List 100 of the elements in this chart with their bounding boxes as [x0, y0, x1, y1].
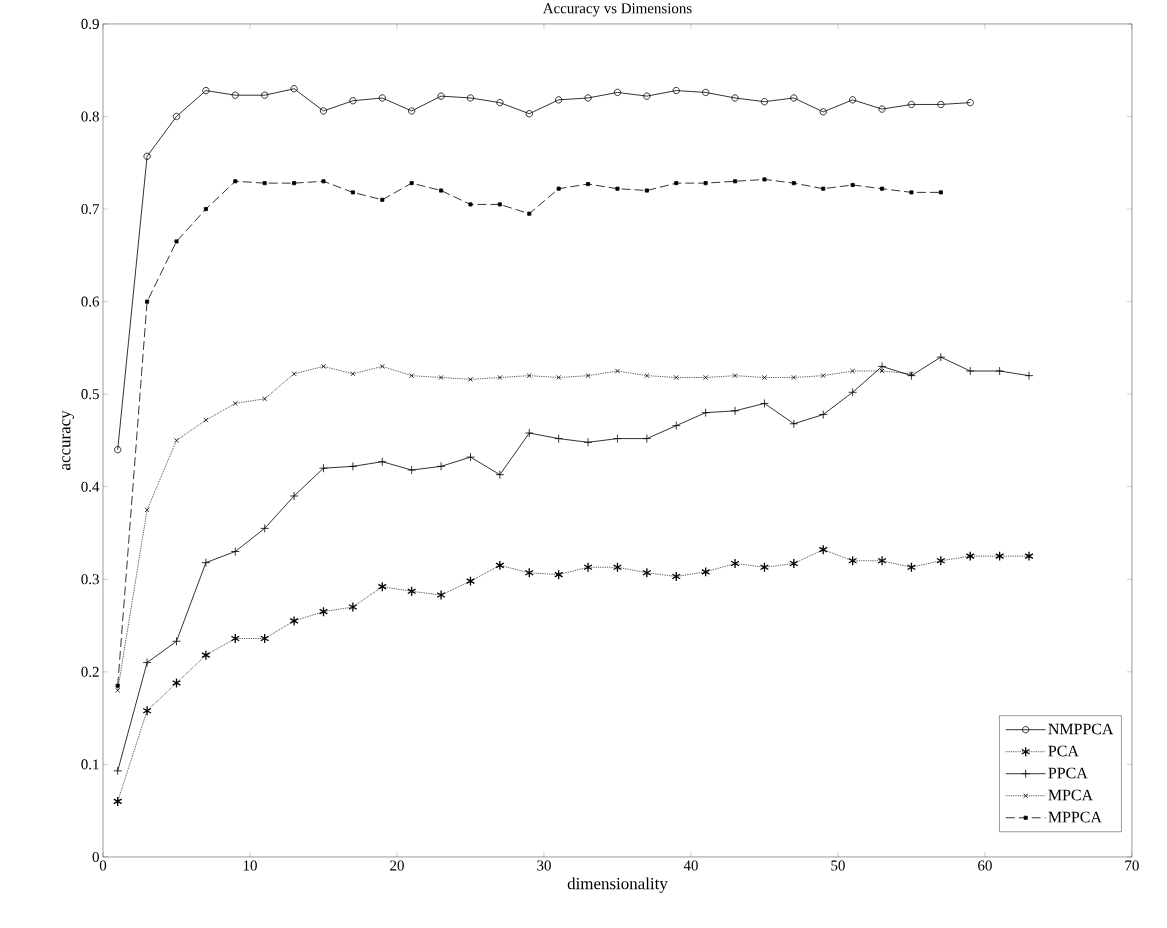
point: [819, 108, 827, 116]
point: [820, 373, 826, 379]
y-tick-label: 0.7: [81, 204, 100, 215]
point: [642, 434, 652, 443]
point: [407, 586, 417, 597]
point: [759, 562, 769, 573]
point: [760, 399, 769, 408]
point: [289, 615, 299, 627]
point: [936, 555, 946, 566]
point: [1024, 371, 1034, 381]
point: [142, 658, 152, 667]
point: [880, 186, 885, 191]
point: [115, 683, 120, 688]
point: [615, 186, 620, 191]
x-tick-label: 20: [390, 860, 404, 871]
point: [172, 112, 181, 121]
point: [702, 88, 710, 97]
point: [850, 183, 855, 188]
point: [349, 97, 357, 105]
point: [230, 633, 240, 644]
point: [171, 677, 182, 689]
point: [202, 87, 210, 95]
x-tick-label: 60: [978, 860, 992, 871]
y-tick-label: 0.6: [81, 296, 100, 307]
point: [377, 581, 387, 592]
point: [613, 88, 622, 97]
legend-label: PCA: [1048, 745, 1079, 757]
point: [909, 190, 914, 195]
point: [554, 434, 564, 443]
point: [614, 368, 620, 374]
point: [671, 421, 681, 431]
point: [350, 190, 355, 195]
point: [644, 373, 650, 379]
point: [790, 94, 798, 102]
point: [201, 650, 211, 661]
point: [497, 202, 502, 207]
point: [143, 152, 151, 160]
y-tick-label: 0.2: [81, 666, 99, 677]
point: [643, 92, 651, 100]
point: [584, 94, 592, 102]
point: [230, 547, 240, 556]
point: [409, 181, 414, 186]
point: [730, 406, 740, 416]
point: [701, 408, 711, 418]
point: [142, 705, 152, 716]
point: [290, 85, 298, 93]
point: [556, 186, 561, 191]
point: [409, 373, 415, 379]
y-axis-title: accuracy: [62, 410, 74, 470]
legend-label: NMPPCA: [1048, 723, 1114, 735]
point: [791, 375, 797, 381]
point: [526, 373, 532, 379]
point: [524, 428, 534, 438]
point: [731, 94, 739, 102]
point: [467, 376, 473, 382]
point: [906, 562, 916, 573]
point: [937, 100, 945, 109]
point: [495, 560, 505, 571]
point: [496, 99, 504, 107]
point: [613, 434, 622, 443]
x-tick-label: 40: [683, 860, 698, 871]
point: [203, 417, 209, 423]
y-tick-label: 0.4: [81, 481, 100, 492]
point: [848, 387, 858, 397]
point: [232, 400, 238, 406]
point: [437, 92, 445, 100]
point: [701, 566, 711, 578]
point: [554, 569, 564, 580]
point: [1024, 551, 1034, 562]
point: [877, 555, 887, 566]
point: [586, 182, 591, 187]
point: [789, 558, 799, 569]
point: [436, 589, 446, 601]
point: [877, 362, 887, 371]
point: [172, 636, 181, 646]
point: [203, 207, 208, 212]
point: [791, 181, 796, 186]
point: [642, 567, 652, 578]
point: [260, 633, 270, 644]
point: [965, 366, 975, 376]
point: [733, 179, 738, 184]
point: [292, 181, 297, 186]
point: [348, 462, 358, 471]
point: [497, 375, 503, 381]
point: [762, 177, 767, 182]
point: [703, 375, 709, 381]
point: [145, 299, 150, 304]
point: [348, 601, 358, 613]
point: [465, 576, 476, 587]
point: [113, 766, 123, 776]
point: [995, 551, 1005, 562]
chart-title: Accuracy vs Dimensions: [542, 3, 692, 17]
point: [585, 373, 591, 379]
point: [556, 375, 562, 381]
point: [233, 179, 238, 184]
x-tick-label: 0: [99, 860, 107, 871]
y-tick-label: 0.5: [81, 389, 99, 400]
point: [761, 375, 767, 381]
y-tick-label: 0.1: [81, 759, 99, 770]
y-tick-label: 0.9: [81, 18, 99, 30]
